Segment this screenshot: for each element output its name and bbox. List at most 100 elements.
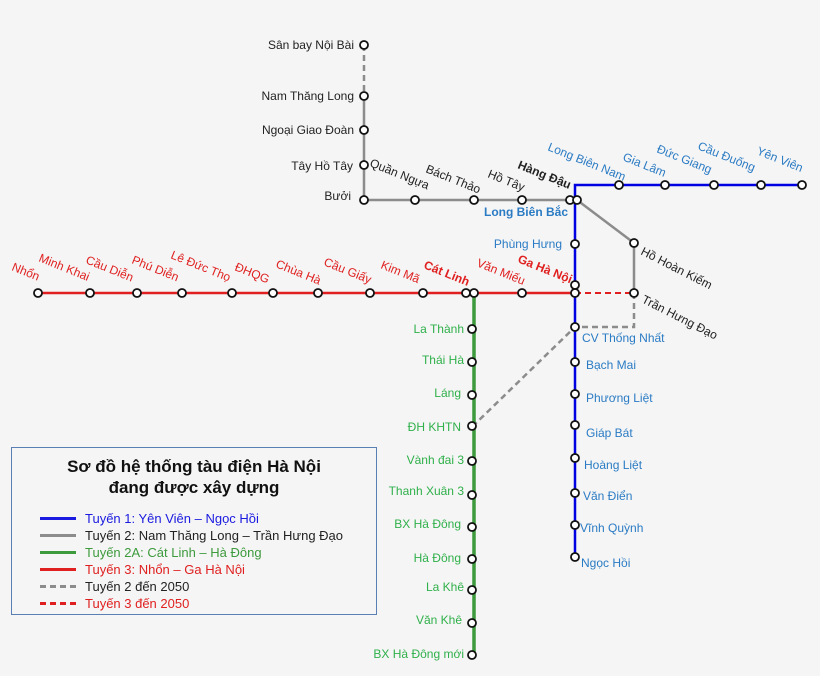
label-thanh-xuan-3: Thanh Xuân 3 bbox=[389, 484, 465, 498]
station-van-mieu[interactable] bbox=[517, 288, 527, 298]
legend-title: Sơ đồ hệ thống tàu điện Hà Nội đang được… bbox=[12, 456, 376, 498]
label-hoang-liet: Hoàng Liệt bbox=[584, 458, 643, 472]
station-long-bien-bac[interactable] bbox=[572, 195, 582, 205]
station-quan-ngua[interactable] bbox=[410, 195, 420, 205]
line3-future-swatch bbox=[40, 602, 76, 605]
label-giap-bat: Giáp Bát bbox=[586, 426, 633, 440]
station-cau-dien[interactable] bbox=[132, 288, 142, 298]
station-thanh-xuan-3[interactable] bbox=[467, 490, 477, 500]
label-bach-thao: Bách Thảo bbox=[424, 162, 483, 197]
label-dhqg: ĐHQG bbox=[233, 260, 272, 286]
station-nam-thang-long[interactable] bbox=[359, 91, 369, 101]
station-lang[interactable] bbox=[467, 390, 477, 400]
legend-label: Tuyến 3: Nhổn – Ga Hà Nội bbox=[85, 562, 245, 577]
label-phuong-liet: Phương Liệt bbox=[586, 391, 653, 405]
station-dhqg[interactable] bbox=[268, 288, 278, 298]
station-giap-bat[interactable] bbox=[570, 420, 580, 430]
station-ga-ha-noi[interactable] bbox=[570, 288, 580, 298]
station-van-khe[interactable] bbox=[467, 618, 477, 628]
station-chua-ha[interactable] bbox=[313, 288, 323, 298]
label-ha-dong: Hà Đông bbox=[414, 551, 461, 565]
station-long-bien-nam[interactable] bbox=[614, 180, 624, 190]
station-ga-ha-noi-l1[interactable] bbox=[570, 280, 580, 290]
station-tay-ho-tay[interactable] bbox=[359, 160, 369, 170]
station-ho-tay[interactable] bbox=[517, 195, 527, 205]
legend-label: Tuyến 2 đến 2050 bbox=[85, 579, 190, 594]
label-kim-ma: Kim Mã bbox=[379, 258, 422, 286]
label-cau-giay: Cầu Giấy bbox=[322, 255, 374, 287]
station-vinh-quynh[interactable] bbox=[570, 520, 580, 530]
label-vanh-dai-3: Vành đai 3 bbox=[407, 453, 465, 467]
station-ho-hoan-kiem[interactable] bbox=[629, 238, 639, 248]
station-vanh-dai-3[interactable] bbox=[467, 456, 477, 466]
station-san-bay-noi-bai[interactable] bbox=[359, 40, 369, 50]
legend-items: Tuyến 1: Yên Viên – Ngọc Hồi Tuyến 2: Na… bbox=[40, 510, 343, 612]
station-la-khe[interactable] bbox=[467, 585, 477, 595]
legend-title-line2: đang được xây dựng bbox=[108, 478, 280, 497]
station-bx-ha-dong[interactable] bbox=[467, 522, 477, 532]
station-cat-linh-l3[interactable] bbox=[461, 288, 471, 298]
label-van-dien: Văn Điển bbox=[583, 489, 632, 503]
label-la-khe: La Khê bbox=[426, 580, 464, 594]
line1-track bbox=[573, 183, 802, 557]
station-cv-thong-nhat[interactable] bbox=[570, 322, 580, 332]
label-vinh-quynh: Vĩnh Quỳnh bbox=[580, 521, 643, 535]
station-phu-dien[interactable] bbox=[177, 288, 187, 298]
line2a-swatch bbox=[40, 551, 76, 554]
station-gia-lam[interactable] bbox=[660, 180, 670, 190]
station-thai-ha[interactable] bbox=[467, 357, 477, 367]
station-nhon[interactable] bbox=[33, 288, 43, 298]
station-bx-ha-dong-moi[interactable] bbox=[467, 650, 477, 660]
station-ngoai-giao-doan[interactable] bbox=[359, 125, 369, 135]
station-phuong-liet[interactable] bbox=[570, 389, 580, 399]
station-cau-duong[interactable] bbox=[756, 180, 766, 190]
station-tran-hung-dao[interactable] bbox=[629, 288, 639, 298]
label-bach-mai: Bạch Mai bbox=[586, 358, 636, 372]
label-nam-thang-long: Nam Thăng Long bbox=[261, 89, 354, 103]
station-yen-vien[interactable] bbox=[797, 180, 807, 190]
legend-label: Tuyến 2A: Cát Linh – Hà Đông bbox=[85, 545, 262, 560]
label-phung-hung: Phùng Hưng bbox=[494, 237, 562, 251]
legend-item-line2: Tuyến 2: Nam Thăng Long – Trần Hưng Đạo bbox=[40, 527, 343, 544]
label-lang: Láng bbox=[434, 386, 461, 400]
label-ga-ha-noi: Ga Hà Nội bbox=[516, 252, 574, 286]
label-bx-ha-dong-moi: BX Hà Đông mới bbox=[373, 647, 464, 661]
label-yen-vien: Yên Viên bbox=[755, 144, 805, 175]
label-tay-ho-tay: Tây Hồ Tây bbox=[291, 159, 353, 173]
legend-title-line1: Sơ đồ hệ thống tàu điện Hà Nội bbox=[67, 457, 321, 476]
legend-item-line2a: Tuyến 2A: Cát Linh – Hà Đông bbox=[40, 544, 343, 561]
station-bach-thao[interactable] bbox=[469, 195, 479, 205]
station-la-thanh[interactable] bbox=[467, 324, 477, 334]
station-duc-giang[interactable] bbox=[709, 180, 719, 190]
station-van-dien[interactable] bbox=[570, 488, 580, 498]
legend-item-line3: Tuyến 3: Nhổn – Ga Hà Nội bbox=[40, 561, 343, 578]
legend-label: Tuyến 3 đến 2050 bbox=[85, 596, 190, 611]
legend-item-line3-2050: Tuyến 3 đến 2050 bbox=[40, 595, 343, 612]
label-dh-khtn: ĐH KHTN bbox=[408, 420, 461, 434]
label-ho-hoan-kiem: Hồ Hoàn Kiếm bbox=[639, 244, 715, 292]
stations bbox=[33, 40, 807, 660]
station-hoang-liet[interactable] bbox=[570, 453, 580, 463]
station-kim-ma[interactable] bbox=[418, 288, 428, 298]
label-ngoc-hoi: Ngọc Hồi bbox=[581, 556, 630, 570]
label-quan-ngua: Quần Ngựa bbox=[368, 156, 432, 193]
station-cau-giay[interactable] bbox=[365, 288, 375, 298]
label-minh-khai: Minh Khai bbox=[37, 251, 92, 284]
station-phung-hung[interactable] bbox=[570, 239, 580, 249]
label-bx-ha-dong: BX Hà Đông bbox=[394, 517, 461, 531]
label-long-bien-bac: Long Biên Bắc bbox=[484, 204, 568, 219]
station-ha-dong[interactable] bbox=[467, 554, 477, 564]
station-cat-linh[interactable] bbox=[469, 288, 479, 298]
label-la-thanh: La Thành bbox=[414, 322, 465, 336]
station-dh-khtn[interactable] bbox=[467, 421, 477, 431]
station-ngoc-hoi[interactable] bbox=[570, 552, 580, 562]
legend-label: Tuyến 2: Nam Thăng Long – Trần Hưng Đạo bbox=[85, 528, 344, 543]
station-buoi[interactable] bbox=[359, 195, 369, 205]
label-chua-ha: Chùa Hà bbox=[274, 257, 323, 288]
station-le-duc-tho[interactable] bbox=[227, 288, 237, 298]
label-le-duc-tho: Lê Đức Thọ bbox=[169, 248, 233, 285]
line2-future-south bbox=[473, 293, 636, 426]
station-bach-mai[interactable] bbox=[570, 357, 580, 367]
station-minh-khai[interactable] bbox=[85, 288, 95, 298]
